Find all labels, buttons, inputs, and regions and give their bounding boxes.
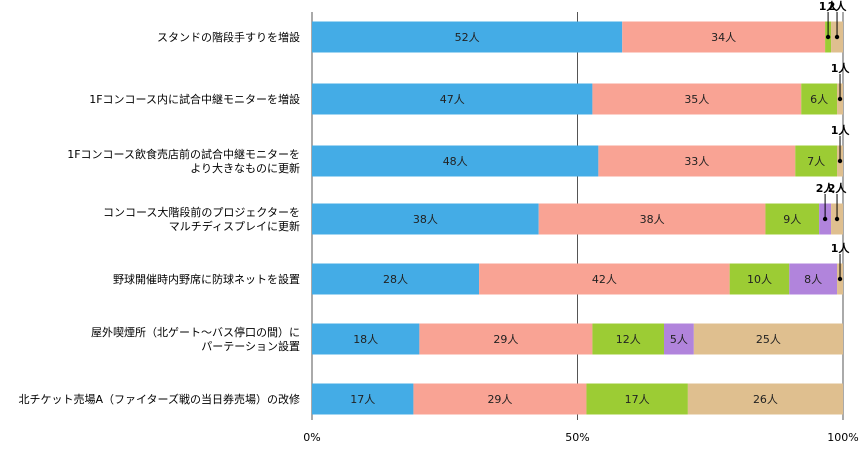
label-leader-dot [825,34,831,40]
label-leader-dot [837,158,843,164]
bar-segment [687,383,843,415]
data-label: 6人 [810,93,828,106]
label-leader-dot [837,96,843,102]
bar-segment [586,383,688,415]
x-tick-label: 50% [565,431,589,444]
data-label: 47人 [440,93,465,106]
bar-segment [312,383,414,415]
data-label: 1人 [831,61,851,75]
data-label: 2人 [828,0,848,13]
data-label: 18人 [353,333,378,346]
data-label: 42人 [592,273,617,286]
data-label: 17人 [625,393,650,406]
data-label: 38人 [413,213,438,226]
bar-segment [592,323,665,355]
bar-segment [592,83,802,115]
x-tick-label: 0% [303,431,320,444]
data-label: 35人 [684,93,709,106]
bar-segment [312,21,623,53]
bar-segment [419,323,593,355]
data-label: 1人 [819,0,839,13]
category-label: 1Fコンコース内に試合中継モニターを増設 [89,92,300,106]
bar-segment [538,203,766,235]
bar-segment [312,145,599,177]
bar-segment [664,323,694,355]
category-label: 北チケット売場A（ファイターズ戦の当日券売場）の改修 [18,392,300,406]
bar-segment [801,83,838,115]
bar-segment [729,263,790,295]
label-leader-dot [834,34,840,40]
bar-segment [312,323,420,355]
data-label: 12人 [616,333,641,346]
data-label: 5人 [670,333,688,346]
data-label: 33人 [684,155,709,168]
data-label: 1人 [831,241,851,255]
bar-segment [312,83,593,115]
data-label: 28人 [383,273,408,286]
bar-segment [312,203,539,235]
bar-segment [622,21,826,53]
label-leader-dot [837,276,843,282]
data-label: 38人 [640,213,665,226]
data-label: 25人 [756,333,781,346]
bar-segment [795,145,838,177]
label-leader-dot [834,216,840,222]
data-label: 7人 [807,155,825,168]
category-label: 屋外喫煙所（北ゲート～バス停口の間）にパーテーション設置 [91,325,300,353]
label-leader-dot [822,216,828,222]
bar-segment [693,323,843,355]
category-label: 1Fコンコース飲食売店前の試合中継モニターをより大きなものに更新 [67,147,300,175]
data-label: 9人 [783,213,801,226]
data-label: 48人 [443,155,468,168]
data-label: 34人 [711,31,736,44]
data-label: 10人 [747,273,772,286]
bar-segment [413,383,587,415]
bar-segment [479,263,730,295]
data-label: 8人 [804,273,822,286]
data-label: 2人 [828,181,848,195]
data-label: 26人 [753,393,778,406]
data-label: 17人 [350,393,375,406]
data-label: 29人 [493,333,518,346]
category-label: 野球開催時内野席に防球ネットを設置 [113,272,300,286]
category-label: スタンドの階段手すりを増設 [157,30,300,44]
bar-segment [598,145,796,177]
bar-segment [765,203,820,235]
data-label: 1人 [831,123,851,137]
category-label: コンコース大階段前のプロジェクターをマルチディスプレイに更新 [103,205,300,233]
bar-segment [789,263,838,295]
data-label: 2人 [816,181,836,195]
bar-segment [312,263,480,295]
x-tick-label: 100% [827,431,858,444]
data-label: 29人 [487,393,512,406]
data-label: 52人 [455,31,480,44]
